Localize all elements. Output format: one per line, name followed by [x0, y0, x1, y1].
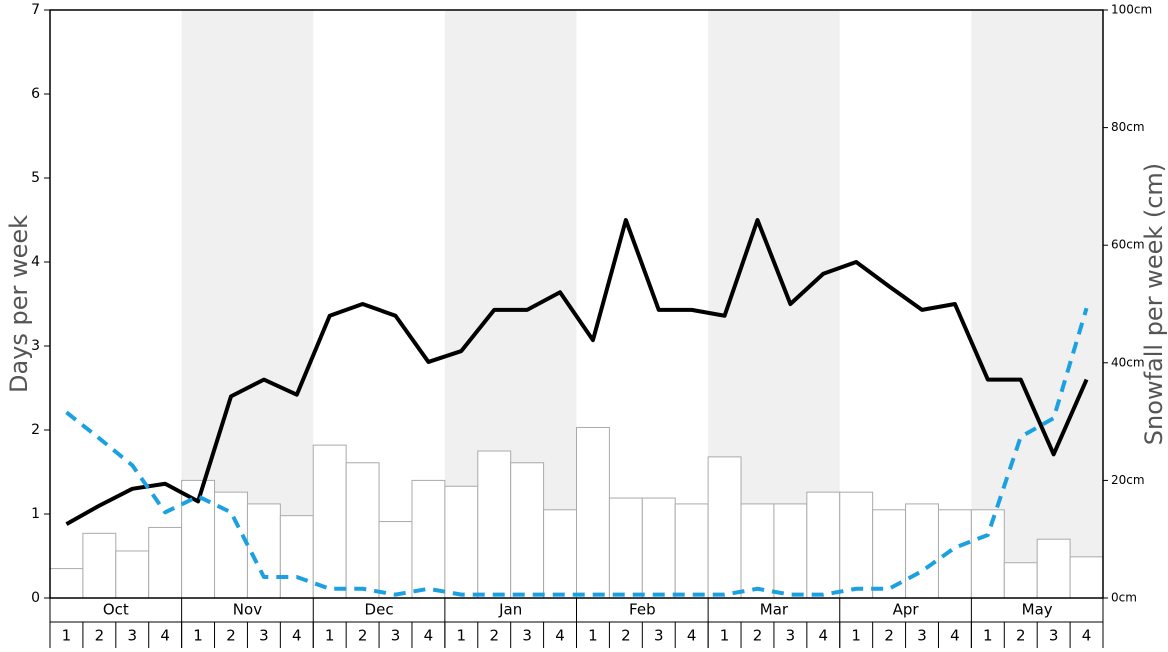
week-label: 3 [259, 627, 269, 645]
y2-tick-label: 60cm [1111, 238, 1145, 252]
snowfall-bar [970, 509, 1005, 599]
snowfall-bar [839, 491, 874, 599]
week-label: 4 [687, 627, 697, 645]
week-label: 1 [325, 627, 335, 645]
snowfall-bar [740, 503, 775, 599]
y2-tick-label: 100cm [1111, 3, 1152, 17]
snowfall-bar [378, 521, 413, 599]
week-label: 3 [127, 627, 137, 645]
dashed-line [65, 307, 1089, 597]
y-tick-label: 4 [31, 254, 40, 270]
y2-tick-label: 20cm [1111, 473, 1145, 487]
month-label: Apr [893, 601, 920, 619]
y2-tick-label: 0cm [1111, 591, 1137, 605]
y-tick-label: 3 [31, 338, 40, 354]
y-tick-label: 2 [31, 422, 40, 438]
snowfall-bar [576, 426, 610, 599]
snowfall-bar [148, 526, 183, 599]
snowfall-bar [82, 532, 117, 599]
snowfall-bar [444, 485, 479, 599]
week-label: 3 [654, 627, 664, 645]
week-label: 2 [358, 627, 368, 645]
snowfall-bar [905, 503, 939, 599]
line [65, 218, 1089, 526]
week-label: 4 [160, 627, 170, 645]
week-label: 4 [950, 627, 960, 645]
week-label: 4 [424, 627, 434, 645]
week-label: 2 [884, 627, 894, 645]
snowfall-bar [674, 503, 709, 599]
week-label: 1 [62, 627, 72, 645]
week-label: 1 [983, 627, 993, 645]
snowfall-bar [477, 450, 512, 599]
snowfall-bar [806, 491, 841, 599]
snowfall-bar [773, 503, 808, 599]
week-label: 1 [457, 627, 467, 645]
week-label: 3 [1049, 627, 1059, 645]
background [181, 10, 1103, 598]
snowfall-bar [1069, 556, 1104, 599]
week-label: 1 [720, 627, 730, 645]
month-band [971, 10, 1103, 598]
snowfall-bar [510, 462, 545, 599]
week-label: 3 [391, 627, 401, 645]
y-axis-label: Days per week [5, 215, 33, 393]
week-label: 4 [292, 627, 302, 645]
week-label: 3 [522, 627, 532, 645]
y2-tick-label: 40cm [1111, 355, 1145, 369]
y-tick-label: 6 [31, 86, 40, 102]
y-tick-label: 1 [31, 506, 40, 522]
week-label: 1 [851, 627, 861, 645]
y-tick-label: 5 [31, 170, 40, 186]
week-label: 4 [555, 627, 565, 645]
week-label: 3 [917, 627, 927, 645]
week-label: 4 [819, 627, 829, 645]
week-label: 4 [1082, 627, 1092, 645]
y2-tick-label: 80cm [1111, 120, 1145, 134]
snowfall-bar [345, 462, 380, 599]
month-label: May [1022, 601, 1053, 619]
snowfall-bar [641, 497, 676, 599]
week-label: 2 [621, 627, 631, 645]
week-label: 2 [226, 627, 236, 645]
y-tick-label: 7 [31, 2, 40, 18]
snowfall-bar [608, 497, 643, 599]
y-tick-label: 0 [31, 590, 40, 606]
week-label: 2 [753, 627, 763, 645]
week-label: 1 [193, 627, 203, 645]
snowfall-bar [1036, 538, 1071, 599]
month-label: Feb [629, 601, 656, 619]
snowfall-bar [707, 456, 742, 599]
plot-frame [49, 9, 1104, 599]
snowfall-bar [312, 444, 347, 599]
week-label: 2 [489, 627, 499, 645]
week-label: 1 [588, 627, 598, 645]
snowfall-bar [49, 568, 84, 599]
month-label: Dec [365, 601, 394, 619]
snowfall-bar [214, 491, 248, 599]
snowfall-bar [1003, 562, 1038, 599]
snowfall-bar [543, 509, 577, 599]
month-label: Jan [498, 601, 522, 619]
snowfall-bar [279, 515, 314, 599]
week-label: 2 [1016, 627, 1026, 645]
snowfall-bar [246, 503, 281, 599]
week-label: 3 [786, 627, 796, 645]
snowfall-bar [411, 479, 446, 599]
week-label: 2 [95, 627, 105, 645]
y2-axis-label: Snowfall per week (cm) [1140, 163, 1168, 445]
month-label: Oct [103, 601, 129, 619]
snowfall-bar [115, 550, 150, 599]
month-label: Mar [760, 601, 789, 619]
month-label: Nov [233, 601, 262, 619]
